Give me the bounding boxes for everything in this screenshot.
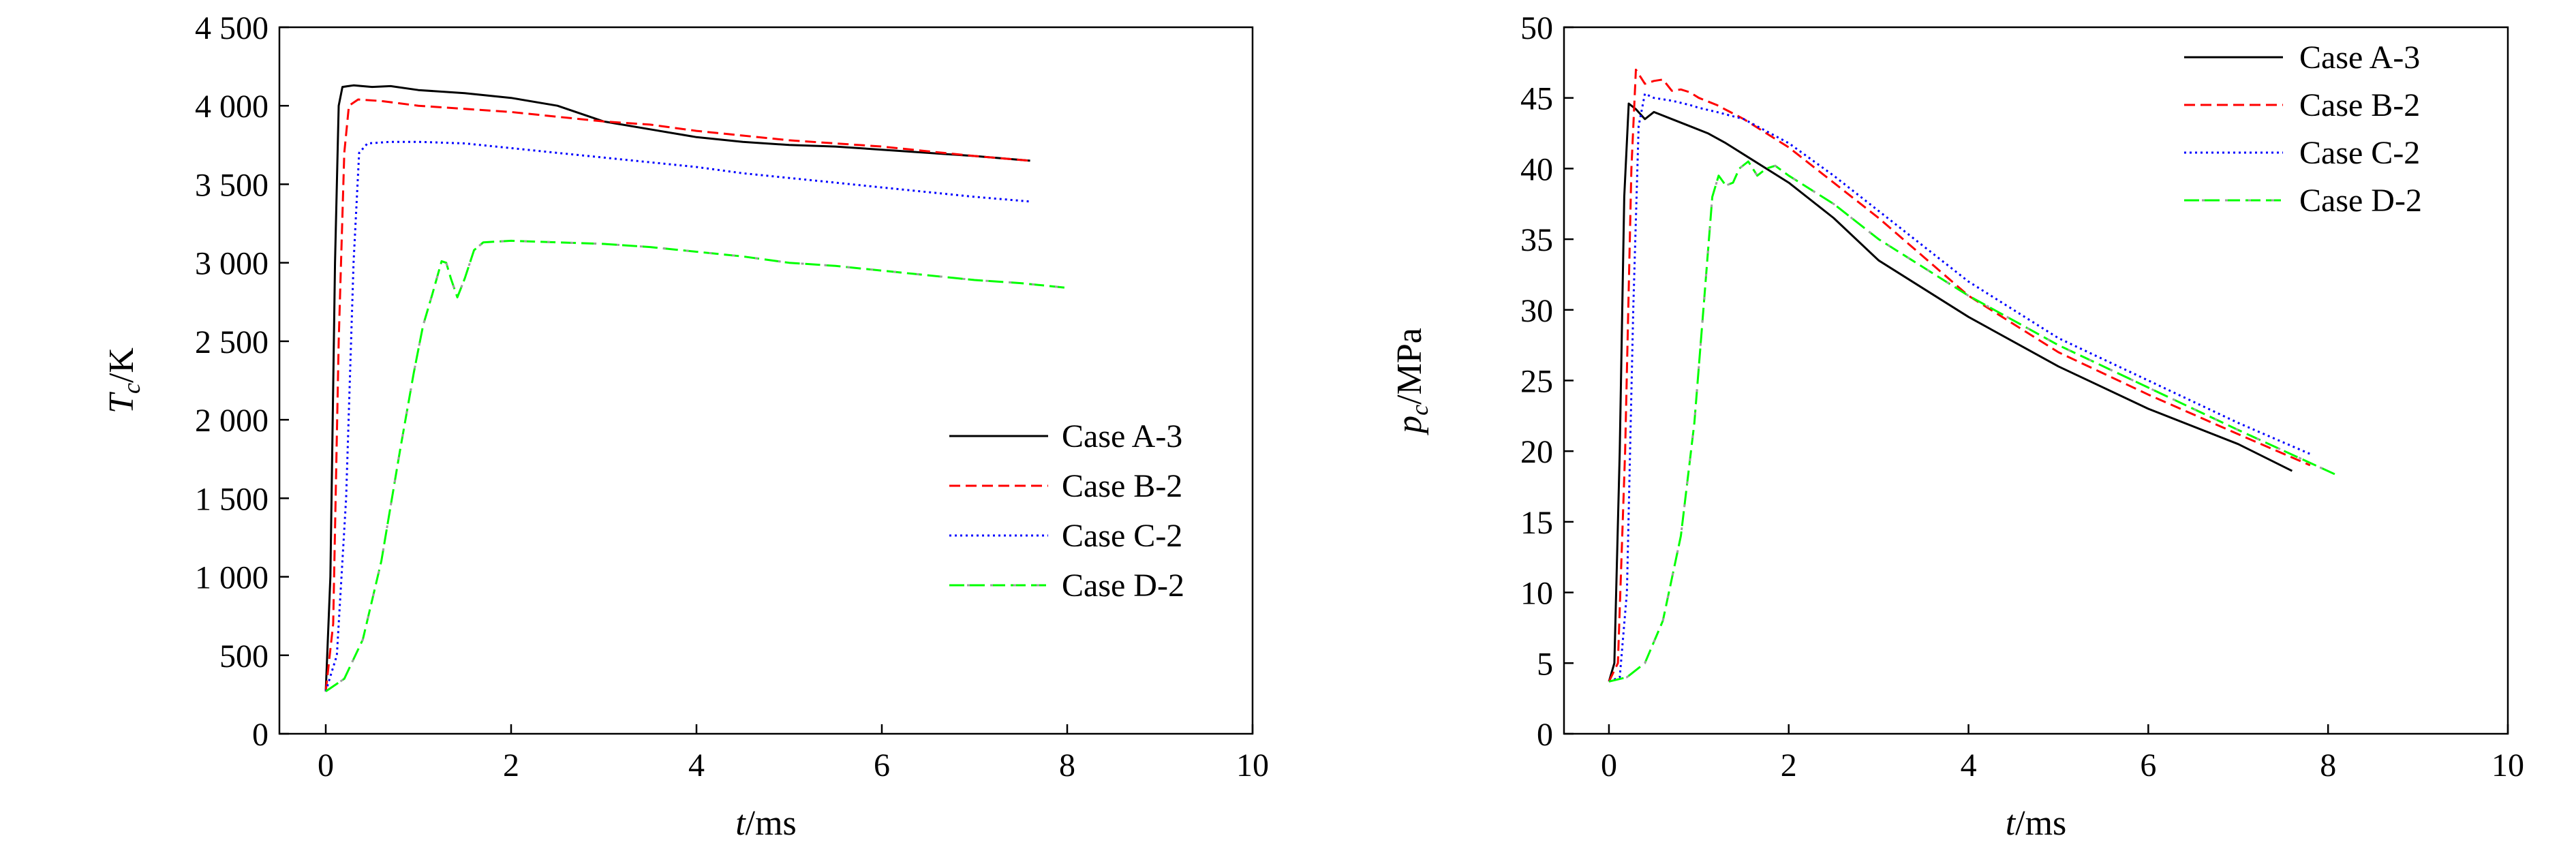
- y-tick-label: 35: [1520, 222, 1553, 258]
- series-4-line-dot: [325, 239, 1068, 693]
- series-2-line: [1608, 68, 2311, 682]
- legend-entry-3-label: Case C-2: [2299, 135, 2420, 171]
- x-axis-label-unit: /ms: [2015, 804, 2066, 843]
- y-tick-label: 1 500: [195, 481, 269, 517]
- legend: Case A-3 Case B-2 Case C-2 Case D-2: [2184, 40, 2422, 219]
- legend-entry-1-label: Case A-3: [2299, 40, 2420, 76]
- y-axis-label: Tc/K: [102, 347, 145, 414]
- legend-entry-4-label: Case D-2: [1062, 568, 1184, 604]
- series-3-line: [1608, 93, 2311, 683]
- x-tick-label: 6: [2140, 747, 2156, 784]
- y-axis-label-unit: /K: [102, 347, 141, 383]
- x-tick-label: 8: [2320, 747, 2336, 784]
- series-4-line-dash: [325, 239, 1068, 693]
- y-tick-label: 0: [1537, 717, 1553, 753]
- y-axis-label-var: p: [1390, 416, 1429, 436]
- y-tick-label: 3 000: [195, 246, 269, 282]
- plot-frame: [278, 26, 1254, 735]
- legend: Case A-3 Case B-2 Case C-2 Case D-2: [949, 418, 1184, 604]
- x-axis-label-unit: /ms: [746, 804, 797, 843]
- series-4-line-dot: [1608, 160, 2338, 683]
- y-tick-label: 45: [1520, 81, 1553, 117]
- y-tick-label: 3 500: [195, 167, 269, 203]
- series-3-line: [324, 140, 1030, 692]
- legend-entry-2-label: Case B-2: [1062, 468, 1182, 504]
- legend-entry-2-label: Case B-2: [2299, 87, 2420, 123]
- x-axis-label-var: t: [735, 804, 746, 843]
- x-tick-label: 4: [1961, 747, 1977, 784]
- x-axis-label: t/ms: [2006, 804, 2067, 843]
- legend-entry-4-label: Case D-2: [2299, 183, 2422, 219]
- series-1-line: [1608, 102, 2293, 682]
- y-tick-label: 2 000: [195, 403, 269, 439]
- x-tick-label: 2: [1781, 747, 1797, 784]
- y-tick-label: 50: [1520, 10, 1553, 46]
- y-tick-label: 15: [1520, 505, 1553, 541]
- series-2-line: [324, 98, 1030, 692]
- y-tick-label: 0: [252, 717, 269, 753]
- x-axis-label-var: t: [2006, 804, 2017, 843]
- legend-entry-1-label: Case A-3: [1062, 418, 1182, 454]
- y-tick-label: 10: [1520, 576, 1553, 612]
- y-tick-label: 1 000: [195, 560, 269, 596]
- y-axis-label-unit: /MPa: [1390, 328, 1429, 405]
- x-tick-label: 2: [503, 747, 519, 784]
- y-tick-label: 30: [1520, 293, 1553, 329]
- y-tick-label: 25: [1520, 364, 1553, 400]
- x-tick-label: 0: [318, 747, 334, 784]
- y-axis-label-sub: c: [118, 383, 145, 394]
- y-tick-label: 20: [1520, 434, 1553, 470]
- y-tick-label: 2 500: [195, 324, 269, 360]
- y-axis-label: pc/MPa: [1390, 328, 1433, 436]
- x-axis-label: t/ms: [735, 804, 797, 843]
- x-tick-label: 6: [874, 747, 890, 784]
- series-1-line: [324, 84, 1030, 692]
- x-tick-label: 4: [688, 747, 705, 784]
- x-tick-label: 10: [2491, 747, 2524, 784]
- y-axis-label-var: T: [102, 392, 141, 414]
- series-4-line-dash: [1608, 160, 2338, 683]
- pressure-chart: 0 2 4 6 8 10 0 5 10 15 20 25 30 35 40 45 50 t/ms pc/MPa Cas…: [1390, 10, 2524, 843]
- y-tick-label: 40: [1520, 151, 1553, 187]
- x-tick-label: 0: [1601, 747, 1617, 784]
- y-tick-label: 5: [1537, 646, 1553, 682]
- x-tick-label: 10: [1236, 747, 1269, 784]
- x-tick-label: 8: [1059, 747, 1075, 784]
- y-tick-label: 4 500: [195, 10, 269, 46]
- y-axis-label-sub: c: [1406, 405, 1433, 416]
- temperature-chart: 0 2 4 6 8 10 0 500 1 000 1 500 2 000 2 500 3 000 3 50…: [102, 10, 1269, 843]
- y-tick-label: 4 000: [195, 89, 269, 125]
- legend-entry-3-label: Case C-2: [1062, 518, 1182, 554]
- y-tick-label: 500: [219, 638, 269, 674]
